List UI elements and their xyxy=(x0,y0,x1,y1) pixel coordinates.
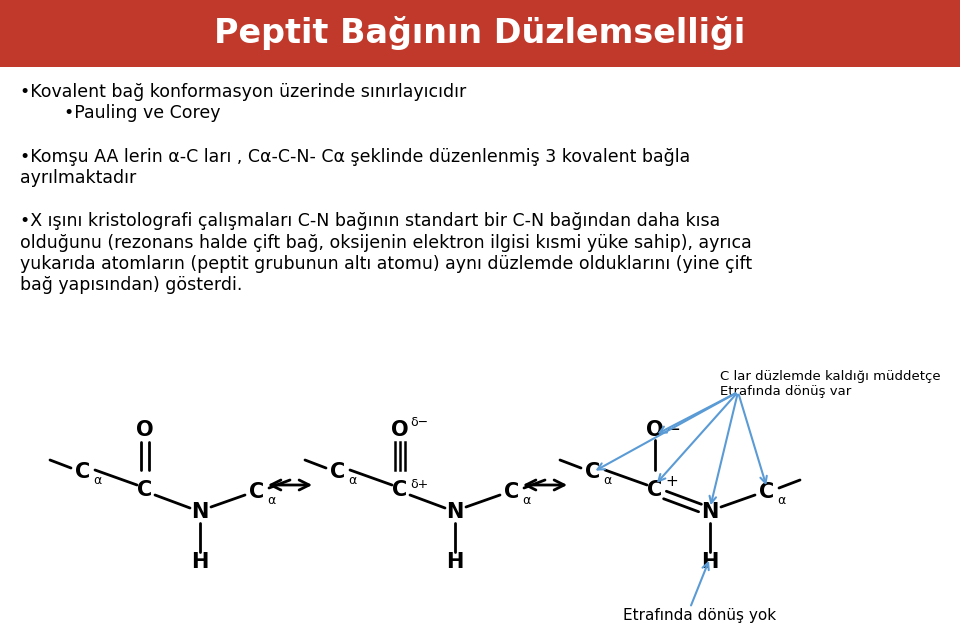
Text: +: + xyxy=(665,474,678,490)
Text: •X ışını kristolografi çalışmaları C-N bağının standart bir C-N bağından daha kı: •X ışını kristolografi çalışmaları C-N b… xyxy=(20,212,720,230)
Text: N: N xyxy=(191,502,208,522)
Text: bağ yapısından) gösterdi.: bağ yapısından) gösterdi. xyxy=(20,276,242,295)
Text: ayrılmaktadır: ayrılmaktadır xyxy=(20,169,136,187)
Text: C: C xyxy=(250,482,265,502)
Text: C: C xyxy=(759,482,775,502)
Text: C: C xyxy=(586,462,601,482)
Text: C: C xyxy=(393,480,408,500)
Text: N: N xyxy=(702,502,719,522)
Text: Etrafında dönüş yok: Etrafında dönüş yok xyxy=(623,608,777,623)
Text: H: H xyxy=(702,552,719,572)
Text: δ−: δ− xyxy=(410,415,428,429)
Text: α: α xyxy=(522,493,530,507)
Text: α: α xyxy=(603,474,612,486)
Text: α: α xyxy=(348,474,356,486)
Bar xyxy=(0,0,960,67)
Text: O: O xyxy=(391,420,409,440)
Text: C: C xyxy=(330,462,346,482)
Text: N: N xyxy=(446,502,464,522)
Text: C: C xyxy=(76,462,90,482)
Text: yukarıda atomların (peptit grubunun altı atomu) aynı düzlemde olduklarını (yine : yukarıda atomların (peptit grubunun altı… xyxy=(20,255,752,273)
Text: C: C xyxy=(504,482,519,502)
Text: •Komşu AA lerin α-C ları , Cα-C-N- Cα şeklinde düzenlenmiş 3 kovalent bağla: •Komşu AA lerin α-C ları , Cα-C-N- Cα şe… xyxy=(20,147,690,166)
Text: O: O xyxy=(136,420,154,440)
Text: −: − xyxy=(665,421,680,439)
Text: H: H xyxy=(191,552,208,572)
Text: α: α xyxy=(267,493,276,507)
Text: H: H xyxy=(446,552,464,572)
Text: α: α xyxy=(777,493,785,507)
Text: C lar düzlemde kaldığı müddetçe
Etrafında dönüş var: C lar düzlemde kaldığı müddetçe Etrafınd… xyxy=(720,370,941,398)
Text: •Pauling ve Corey: •Pauling ve Corey xyxy=(20,105,221,123)
Text: C: C xyxy=(137,480,153,500)
Text: Peptit Bağının Düzlemselliği: Peptit Bağının Düzlemselliği xyxy=(214,17,746,51)
Text: α: α xyxy=(93,474,101,486)
Text: δ+: δ+ xyxy=(410,479,428,491)
Text: O: O xyxy=(646,420,663,440)
Text: •Kovalent bağ konformasyon üzerinde sınırlayıcıdır: •Kovalent bağ konformasyon üzerinde sını… xyxy=(20,83,467,101)
Text: olduğunu (rezonans halde çift bağ, oksijenin elektron ilgisi kısmi yüke sahip), : olduğunu (rezonans halde çift bağ, oksij… xyxy=(20,234,752,251)
Text: C: C xyxy=(647,480,662,500)
